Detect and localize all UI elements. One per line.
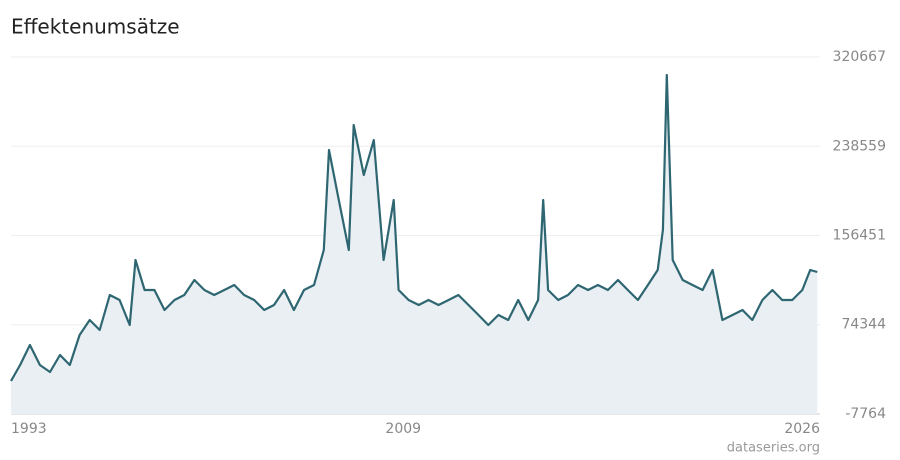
y-tick-label: -7764 [845,406,886,422]
x-tick-label: 1993 [11,421,47,437]
y-tick-label: 74344 [841,317,886,333]
y-tick-label: 238559 [833,138,886,154]
x-tick-label: 2009 [385,421,421,437]
y-tick-label: 156451 [833,228,886,244]
y-tick-label: 320667 [833,49,886,65]
chart-title: Effektenumsätze [11,15,180,39]
line [10,73,818,382]
area [11,75,818,414]
source: dataseries.org [727,441,820,456]
x-tick-label: 2026 [784,421,820,437]
